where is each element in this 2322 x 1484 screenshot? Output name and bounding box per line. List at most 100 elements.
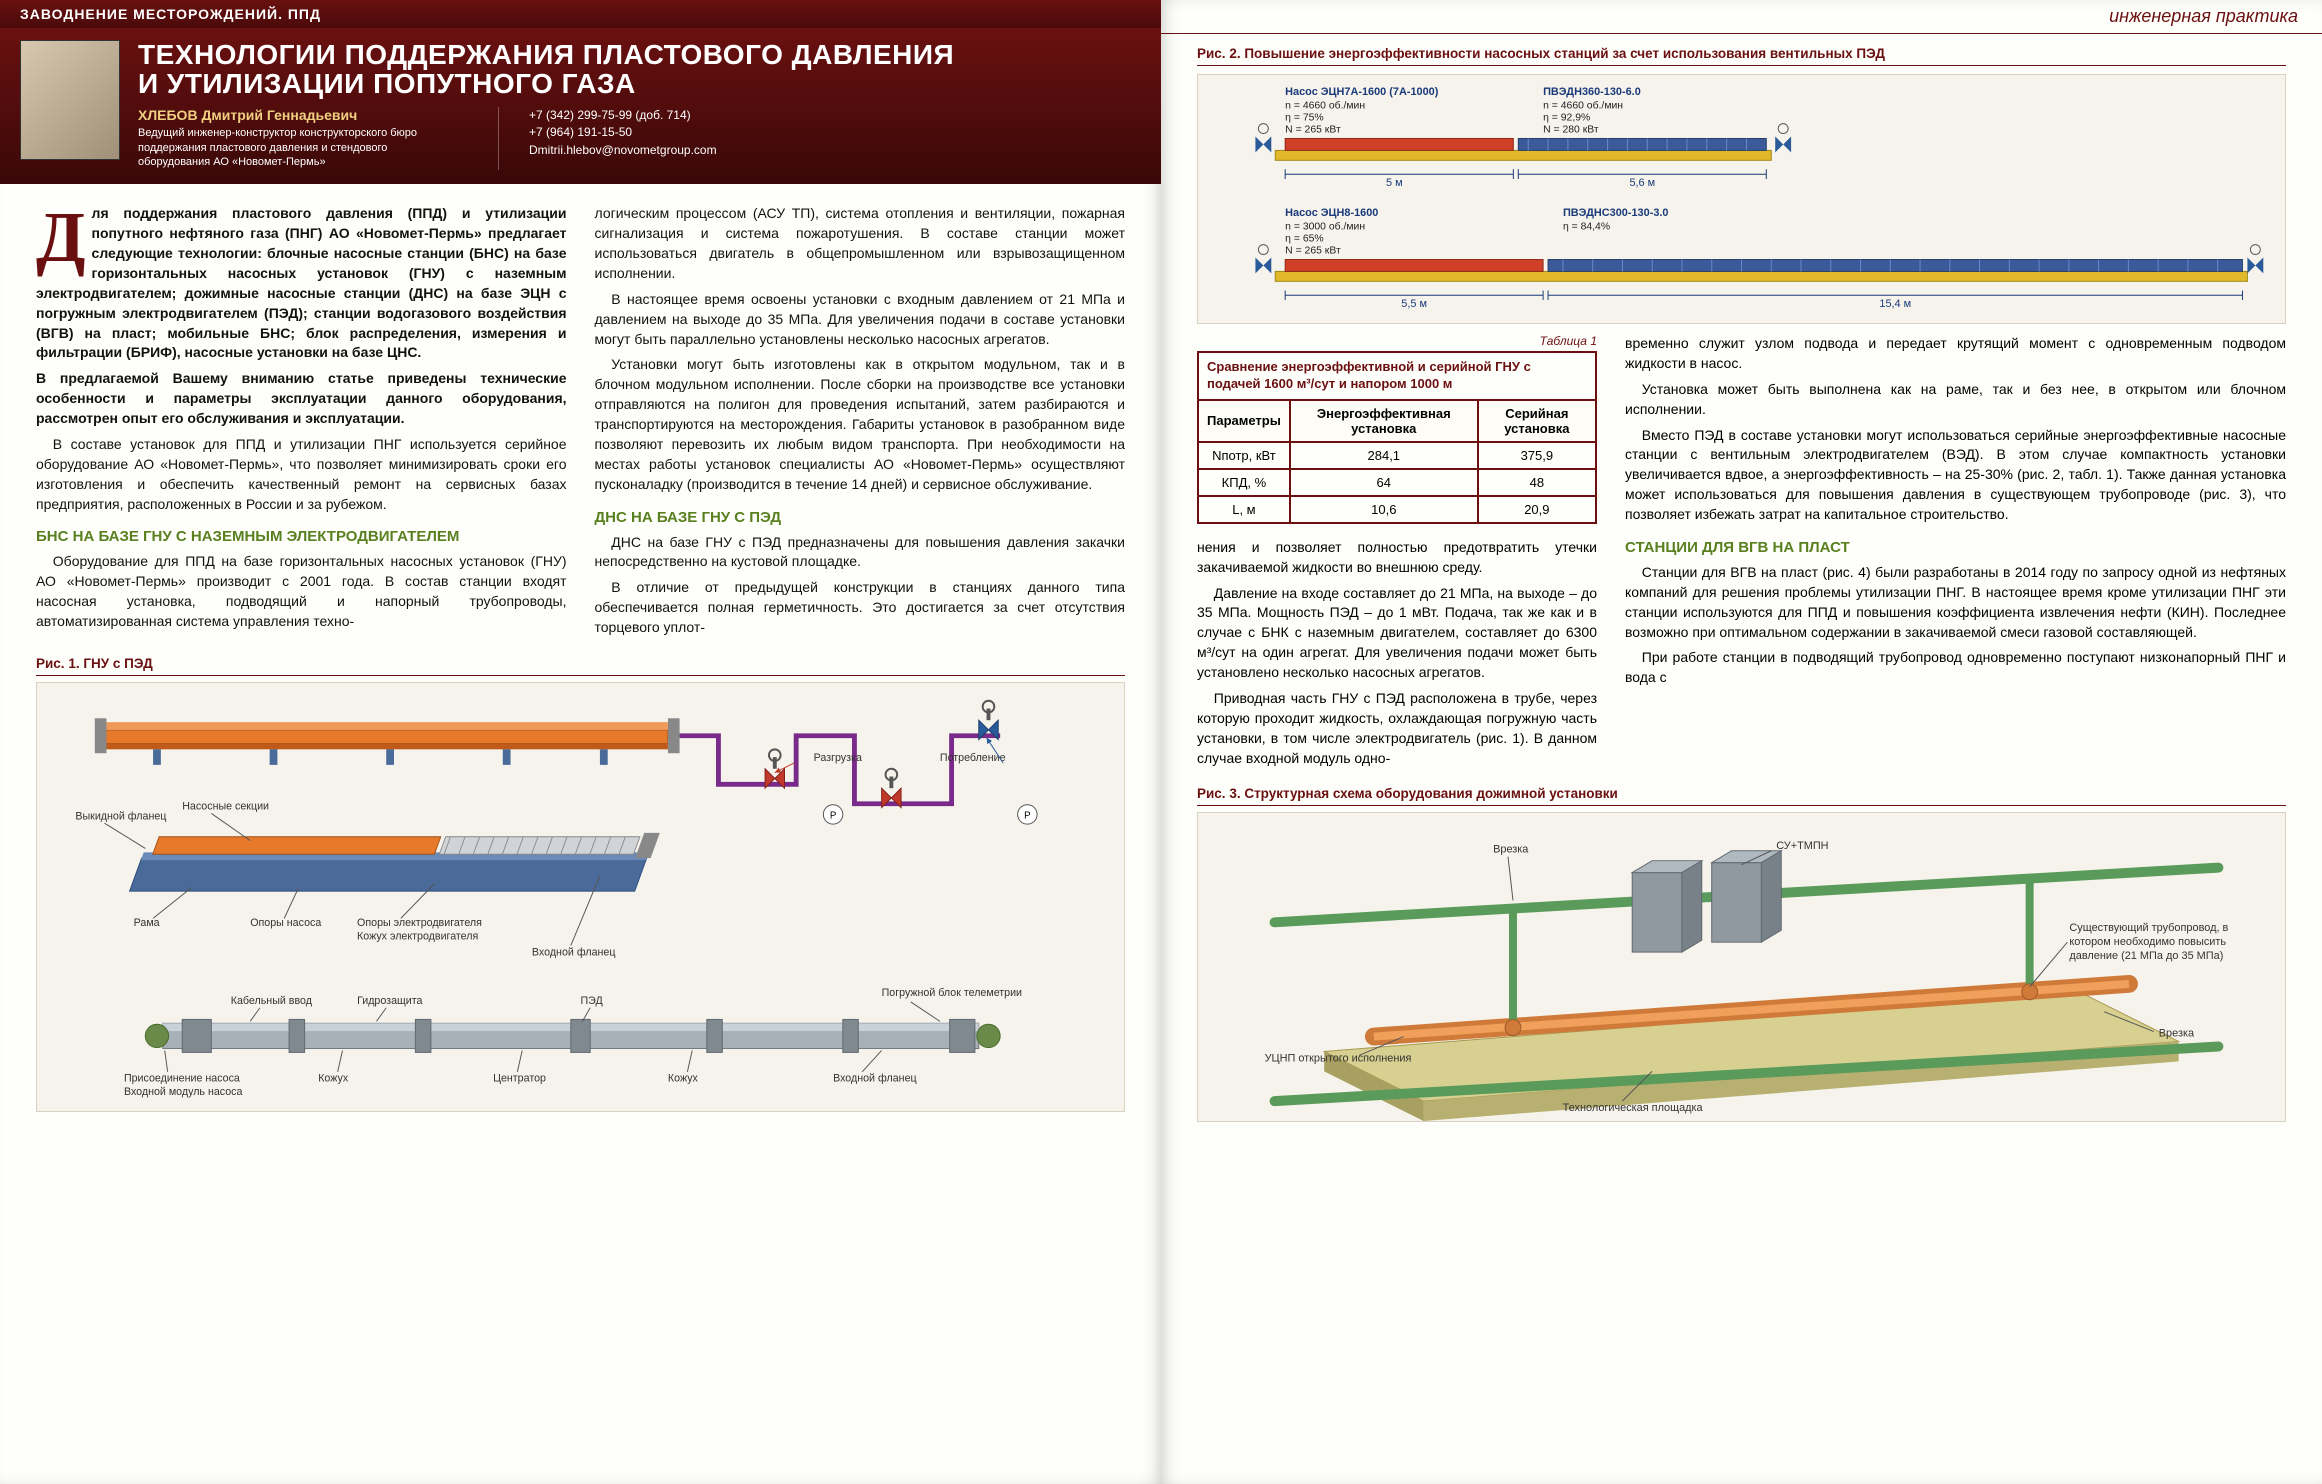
table1-caption: Таблица 1: [1197, 334, 1597, 348]
svg-text:P: P: [1024, 810, 1030, 821]
rp7: Станции для ВГВ на пласт (рис. 4) были р…: [1625, 563, 2286, 643]
f2-top-motor-label: ПВЭДН360-130-6.0: [1543, 86, 1641, 98]
rp3: Приводная часть ГНУ с ПЭД расположена в …: [1197, 689, 1597, 769]
table1-title: Сравнение энергоэффективной и серийной Г…: [1197, 351, 1597, 399]
para-1: В составе установок для ППД и утилизации…: [36, 435, 567, 515]
subhead-bns: БНС НА БАЗЕ ГНУ С НАЗЕМНЫМ ЭЛЕКТРОДВИГАТ…: [36, 528, 567, 546]
svg-text:P: P: [830, 810, 836, 821]
f3-vrezka2: Врезка: [2159, 1028, 2195, 1040]
fig1-caption: Рис. 1. ГНУ с ПЭД: [36, 654, 1125, 676]
f2-bot-motor-label: ПВЭДНС300-130-3.0: [1563, 207, 1669, 219]
rp4: временно служит узлом подвода и передает…: [1625, 334, 2286, 374]
figure-1: P P Разгрузка Потребление: [36, 682, 1125, 1112]
subhead-vgv: СТАНЦИИ ДЛЯ ВГВ НА ПЛАСТ: [1625, 539, 2286, 557]
fig1-label-razgruzka: Разгрузка: [814, 752, 862, 764]
fig1-label-rama: Рама: [134, 917, 160, 929]
para-6: ДНС на базе ГНУ с ПЭД предназначены для …: [595, 533, 1126, 573]
section-label: ЗАВОДНЕНИЕ МЕСТОРОЖДЕНИЙ. ППД: [0, 0, 1161, 28]
fig1-label-vyk: Выкидной фланец: [75, 810, 166, 822]
f2-bot-meta: η = 84,4%: [1563, 222, 1610, 233]
lead-paragraph: Для поддержания пластового давления (ППД…: [36, 204, 567, 363]
f2-top-pN: N = 265 кВт: [1285, 125, 1341, 136]
figure-2: Насос ЭЦН7А-1600 (7А-1000) n = 4660 об./…: [1197, 74, 2286, 324]
phone-2: +7 (964) 191-15-50: [529, 124, 717, 141]
article-title: ТЕХНОЛОГИИ ПОДДЕРЖАНИЯ ПЛАСТОВОГО ДАВЛЕН…: [138, 40, 1141, 99]
f3-pipe-exist: Существующий трубопровод, в котором необ…: [2069, 923, 2268, 964]
fig1-vkhmod: Входной модуль насоса: [124, 1086, 243, 1098]
author-contacts: +7 (342) 299-75-99 (доб. 714) +7 (964) 1…: [498, 107, 717, 171]
f3-utsnp: УЦНП открытого исполнения: [1265, 1053, 1412, 1065]
fig1-vkhfl2: Входной фланец: [833, 1073, 917, 1085]
f2-top-lm: 5,6 м: [1629, 177, 1655, 189]
para-4: В настоящее время освоены установки с вх…: [595, 290, 1126, 350]
rp1: нения и позволяет полностью предотвратит…: [1197, 538, 1597, 578]
title-block: ТЕХНОЛОГИИ ПОДДЕРЖАНИЯ ПЛАСТОВОГО ДАВЛЕН…: [0, 28, 1161, 184]
table1: Параметры Энергоэффективная установка Се…: [1197, 399, 1597, 524]
t1-r1c0: КПД, %: [1198, 469, 1290, 496]
author-photo: [20, 40, 120, 160]
f2-bot-lm: 15,4 м: [1879, 298, 1911, 310]
author-name: ХЛЕБОВ Дмитрий Геннадьевич: [138, 107, 458, 123]
phone-1: +7 (342) 299-75-99 (доб. 714): [529, 107, 717, 124]
para-3: логическим процессом (АСУ ТП), система о…: [595, 204, 1126, 284]
fig1-label-oped: Опоры электродвигателя: [357, 917, 482, 929]
t1-r0c1: 284,1: [1290, 442, 1478, 469]
f2-bot-pN: N = 265 кВт: [1285, 246, 1341, 257]
fig1-label-nasos: Насосные секции: [182, 801, 269, 813]
f2-top-mN: N = 280 кВт: [1543, 125, 1599, 136]
rp8: При работе станции в подводящий трубопро…: [1625, 648, 2286, 688]
fig1-label-potreblenie: Потребление: [940, 752, 1006, 764]
author-role: Ведущий инженер-конструктор конструкторс…: [138, 126, 458, 171]
f2-bot-pump-label: Насос ЭЦН8-1600: [1285, 207, 1378, 219]
t1-r0c0: Nпотр, кВт: [1198, 442, 1290, 469]
subhead-dns: ДНС НА БАЗЕ ГНУ С ПЭД: [595, 509, 1126, 527]
title-line-1: ТЕХНОЛОГИИ ПОДДЕРЖАНИЯ ПЛАСТОВОГО ДАВЛЕН…: [138, 39, 954, 70]
rp2: Давление на входе составляет до 21 МПа, …: [1197, 584, 1597, 683]
t1-r0c2: 375,9: [1478, 442, 1596, 469]
body-columns-left: Для поддержания пластового давления (ППД…: [0, 184, 1161, 644]
f2-top-peta: η = 75%: [1285, 113, 1323, 124]
f2-top-mn: n = 4660 об./мин: [1543, 100, 1623, 112]
t1-r2c2: 20,9: [1478, 496, 1596, 523]
fig3-caption: Рис. 3. Структурная схема оборудования д…: [1197, 784, 2286, 806]
t1-r2c1: 10,6: [1290, 496, 1478, 523]
journal-label: инженерная практика: [1161, 0, 2322, 34]
fig1-pris: Присоединение насоса: [124, 1073, 240, 1085]
email: Dmitrii.hlebov@novometgroup.com: [529, 142, 717, 159]
f3-tekhpl: Технологическая площадка: [1563, 1102, 1704, 1114]
fig1-label-vkhfl: Входной фланец: [532, 946, 616, 958]
rp5: Установка может быть выполнена как на ра…: [1625, 380, 2286, 420]
t1-h3: Серийная установка: [1478, 400, 1596, 442]
f2-top-pn: n = 4660 об./мин: [1285, 100, 1365, 112]
para-5: Установки могут быть изготовлены как в о…: [595, 355, 1126, 494]
rp6: Вместо ПЭД в составе установки могут исп…: [1625, 426, 2286, 525]
f2-bot-lp: 5,5 м: [1401, 298, 1427, 310]
fig1-label-kozhed: Кожух электродвигателя: [357, 931, 478, 943]
title-line-2: И УТИЛИЗАЦИИ ПОПУТНОГО ГАЗА: [138, 68, 636, 99]
fig1-kabel: Кабельный ввод: [231, 995, 313, 1007]
fig1-pogr: Погружной блок телеметрии: [882, 987, 1022, 999]
fig1-gidro: Гидрозащита: [357, 995, 422, 1007]
fig1-kozh2: Кожух: [668, 1073, 699, 1085]
f2-top-lp: 5 м: [1386, 177, 1403, 189]
f3-su: СУ+ТМПН: [1776, 840, 1828, 852]
para-7: В отличие от предыдущей конструкции в ст…: [595, 578, 1126, 638]
t1-h1: Параметры: [1198, 400, 1290, 442]
fig1-kozh1: Кожух: [318, 1073, 349, 1085]
f2-bot-peta: η = 65%: [1285, 234, 1323, 245]
fig1-label-opn: Опоры насоса: [250, 917, 321, 929]
f2-top-meta: η = 92,9%: [1543, 113, 1590, 124]
lead-paragraph-2: В предлагаемой Вашему вниманию статье пр…: [36, 369, 567, 429]
figure-3: Врезка СУ+ТМПН Существующий трубопровод,…: [1197, 812, 2286, 1122]
f2-bot-pn: n = 3000 об./мин: [1285, 221, 1365, 233]
fig2-caption: Рис. 2. Повышение энергоэффективности на…: [1197, 44, 2286, 66]
t1-r1c1: 64: [1290, 469, 1478, 496]
t1-r1c2: 48: [1478, 469, 1596, 496]
t1-r2c0: L, м: [1198, 496, 1290, 523]
fig1-tsent: Центратор: [493, 1073, 546, 1085]
fig1-ped: ПЭД: [581, 995, 604, 1007]
t1-h2: Энергоэффективная установка: [1290, 400, 1478, 442]
f3-vrezka1: Врезка: [1493, 844, 1529, 856]
para-2: Оборудование для ППД на базе горизонталь…: [36, 552, 567, 632]
f2-top-pump-label: Насос ЭЦН7А-1600 (7А-1000): [1285, 86, 1439, 98]
